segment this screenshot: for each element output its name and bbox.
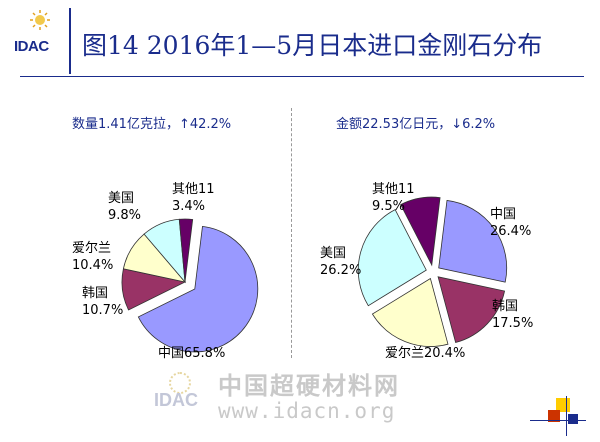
header-horizontal-rule xyxy=(20,76,584,77)
left-chart-title: 数量1.41亿克拉，↑42.2% xyxy=(72,117,232,132)
watermark-logo-text: IDAC xyxy=(154,390,198,410)
pie2-slice-3 xyxy=(357,209,427,307)
watermark-line1: 中国超硬材料网 xyxy=(218,372,400,400)
pie2-label-0: 中国 26.4% xyxy=(490,207,531,239)
pie1-label-4: 其他11 3.4% xyxy=(172,182,215,214)
watermark: 中国超硬材料网 www.idacn.org xyxy=(218,366,400,423)
pie2-slice-4 xyxy=(400,196,441,267)
header-vertical-rule xyxy=(69,8,71,74)
deco-line-v xyxy=(566,396,567,436)
pie1-slice-4 xyxy=(178,218,194,283)
pie2-label-2: 爱尔兰20.4% xyxy=(385,346,465,361)
sun-emblem-icon xyxy=(30,10,50,30)
idac-logo: IDAC xyxy=(14,6,66,66)
watermark-logo: IDAC xyxy=(152,372,208,428)
pie2-slice-0 xyxy=(438,199,508,283)
watermark-line2: www.idacn.org xyxy=(218,399,396,423)
logo-text: IDAC xyxy=(14,38,49,55)
deco-line-h xyxy=(530,420,586,421)
pie1-label-2: 爱尔兰 10.4% xyxy=(72,241,113,273)
watermark-emblem-icon xyxy=(169,372,191,394)
pie1-label-3: 美国 9.8% xyxy=(108,191,141,223)
pie2-slice-2 xyxy=(371,277,449,347)
pie2-label-4: 其他11 9.5% xyxy=(372,182,415,214)
page-title: 图14 2016年1—5月日本进口金刚石分布 xyxy=(82,31,543,60)
right-chart-title: 金额22.53亿日元，↓6.2% xyxy=(336,117,496,132)
pie1-slice-0 xyxy=(137,225,259,353)
chart-divider xyxy=(291,108,292,358)
deco-square-blue xyxy=(568,414,578,424)
pie2-label-3: 美国 26.2% xyxy=(320,246,361,278)
pie2-slice-1 xyxy=(437,276,506,344)
pie1-label-1: 韩国 10.7% xyxy=(82,286,123,318)
pie1-label-0: 中国65.8% xyxy=(158,346,225,361)
deco-square-red xyxy=(548,410,560,422)
pie2-label-1: 韩国 17.5% xyxy=(492,299,533,331)
